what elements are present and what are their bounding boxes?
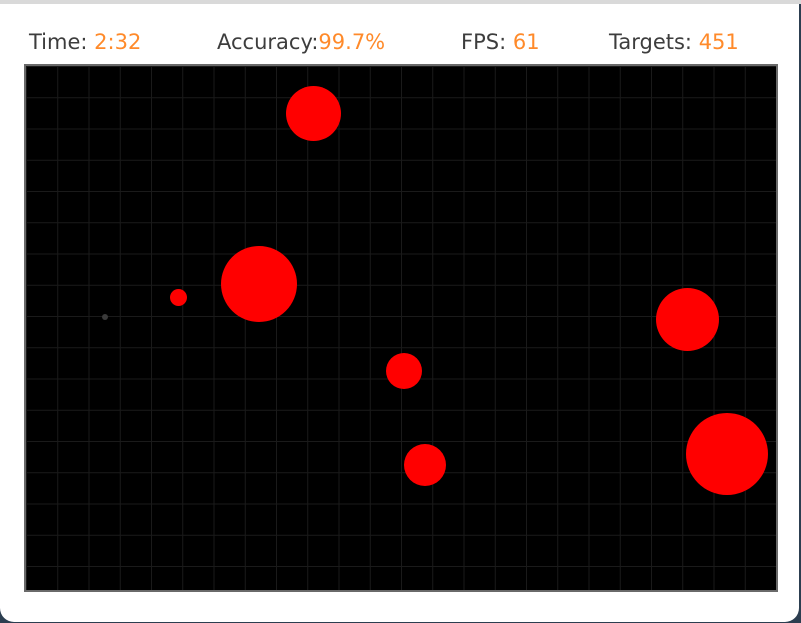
target-1[interactable] bbox=[286, 86, 341, 141]
target-5[interactable] bbox=[404, 444, 446, 486]
target-2[interactable] bbox=[221, 246, 297, 322]
top-divider bbox=[0, 0, 801, 4]
time-value: 2:32 bbox=[94, 30, 142, 54]
hud-accuracy: Accuracy:99.7% bbox=[217, 30, 385, 54]
hud-targets: Targets: 451 bbox=[609, 30, 739, 54]
target-7[interactable] bbox=[686, 413, 768, 495]
targets-label: Targets: bbox=[609, 30, 692, 54]
hud-fps: FPS: 61 bbox=[461, 30, 540, 54]
game-arena[interactable] bbox=[24, 64, 778, 592]
accuracy-value: 99.7% bbox=[318, 30, 386, 54]
accuracy-label: Accuracy: bbox=[217, 30, 319, 54]
cursor-dot bbox=[102, 314, 108, 320]
target-4[interactable] bbox=[386, 353, 422, 389]
hud-time: Time: 2:32 bbox=[29, 30, 141, 54]
target-6[interactable] bbox=[656, 288, 719, 351]
target-3[interactable] bbox=[170, 289, 187, 306]
targets-value: 451 bbox=[698, 30, 739, 54]
fps-label: FPS: bbox=[461, 30, 507, 54]
time-label: Time: bbox=[29, 30, 88, 54]
fps-value: 61 bbox=[512, 30, 540, 54]
